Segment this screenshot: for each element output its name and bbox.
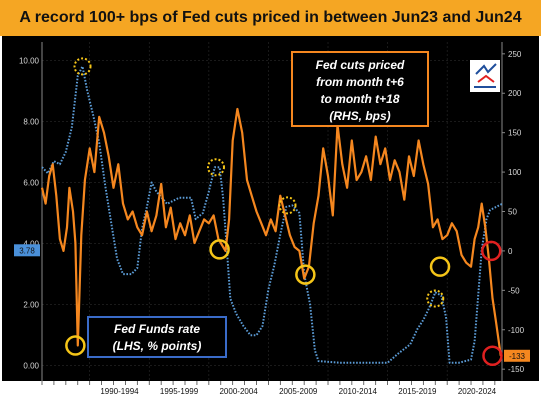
highlight-markers (65, 57, 503, 367)
left-badge-label: 3.78 (19, 246, 35, 255)
lhs-annotation-line: Fed Funds rate (114, 322, 200, 336)
right-axis: 250 200 150 100 50 0 -50 -100 -150 (501, 42, 525, 381)
left-tick-label: 10.00 (19, 56, 40, 65)
chart-canvas: 0.00 2.00 4.00 6.00 8.00 10.00 250 200 150 100 50… (0, 36, 541, 410)
rhs-annotation-line: (RHS, bps) (329, 109, 390, 123)
highlight-marker-yellow (426, 289, 445, 308)
left-tick-label: 6.00 (23, 178, 39, 187)
left-tick-label: 4.00 (23, 240, 39, 249)
logo-icon (470, 60, 500, 92)
x-axis-band (0, 381, 541, 410)
left-tick-label: 2.00 (23, 301, 39, 310)
highlight-marker-yellow (429, 256, 451, 277)
left-badge-bg (14, 244, 40, 257)
x-tick-label: 1995-1999 (160, 387, 199, 396)
series-layer: 3.78 -133 (14, 65, 530, 364)
left-axis: 0.00 2.00 4.00 6.00 8.00 10.00 (19, 42, 43, 381)
x-tick-label: 2005-2009 (279, 387, 318, 396)
x-tick-label: 2010-2014 (339, 387, 378, 396)
rhs-annotation-line: to month t+18 (320, 92, 399, 106)
highlight-marker-red (481, 240, 502, 262)
chart-title-bar: A record 100+ bps of Fed cuts priced in … (0, 0, 541, 36)
right-tick-label: 50 (508, 208, 517, 217)
series-fed-funds-line (41, 65, 503, 364)
rhs-annotation-line: Fed cuts priced (316, 58, 405, 72)
left-tick-label: 8.00 (23, 117, 39, 126)
right-tick-label: 100 (508, 168, 522, 177)
right-tick-label: 0 (508, 247, 513, 256)
highlight-marker-yellow (206, 158, 225, 177)
lhs-annotation-line: (LHS, % points) (113, 339, 202, 353)
right-badge-label: -133 (509, 352, 526, 361)
left-current-value-badge: 3.78 (14, 244, 40, 257)
right-tick-label: -150 (508, 365, 525, 374)
left-tick-label: 0.00 (23, 362, 39, 371)
highlight-marker-yellow (73, 57, 92, 76)
rhs-annotation-box: Fed cuts priced from month t+6 to month … (291, 51, 429, 127)
highlight-marker-yellow (65, 335, 86, 356)
right-tick-label: 150 (508, 129, 522, 138)
right-tick-label: 250 (508, 50, 522, 59)
right-tick-label: 200 (508, 89, 522, 98)
x-tick-label: 2000-2004 (219, 387, 258, 396)
highlight-marker-yellow (209, 239, 230, 260)
right-badge-bg (504, 349, 530, 362)
highlight-marker-red (482, 345, 503, 367)
rhs-annotation-line: from month t+6 (316, 75, 404, 89)
highlight-marker-yellow (295, 264, 316, 285)
x-tick-label: 2015-2019 (398, 387, 437, 396)
chart-title: A record 100+ bps of Fed cuts priced in … (19, 9, 522, 26)
x-tick-label: 1990-1994 (100, 387, 139, 396)
x-axis: 1990-1994 1995-1999 2000-2004 2005-2009 2010… (41, 381, 497, 396)
series-cuts-priced-line (40, 107, 502, 356)
right-current-value-badge: -133 (504, 349, 530, 362)
right-tick-label: -50 (508, 286, 520, 295)
x-tick-label: 2020-2024 (458, 387, 497, 396)
right-tick-label: -100 (508, 326, 525, 335)
lhs-annotation-box: Fed Funds rate (LHS, % points) (87, 316, 227, 358)
highlight-marker-yellow (278, 196, 297, 215)
